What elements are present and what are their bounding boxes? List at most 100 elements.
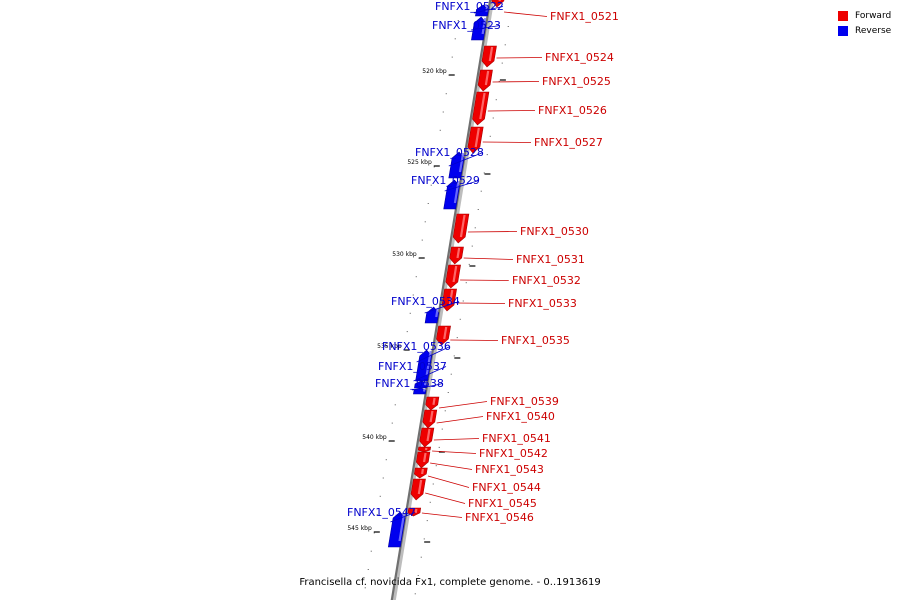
map-caption: Francisella cf. novicida Fx1, complete g…: [0, 577, 900, 588]
gene-FNFX1_0524[interactable]: [482, 46, 497, 67]
gene-label-FNFX1_0524[interactable]: FNFX1_0524: [545, 51, 614, 64]
leader-FNFX1_0543: [430, 463, 472, 470]
minor-tick-left: [425, 221, 426, 222]
leader-FNFX1_0545: [425, 493, 465, 504]
gene-label-FNFX1_0533[interactable]: FNFX1_0533: [508, 297, 577, 310]
minor-tick-right: [475, 227, 476, 228]
minor-tick-left: [428, 203, 429, 204]
leader-FNFX1_0535: [450, 340, 498, 341]
gene-label-FNFX1_0539[interactable]: FNFX1_0539: [490, 395, 559, 408]
minor-tick-right: [457, 337, 458, 338]
gene-label-FNFX1_0521[interactable]: FNFX1_0521: [550, 10, 619, 23]
gene-label-FNFX1_0526[interactable]: FNFX1_0526: [538, 104, 607, 117]
gene-label-FNFX1_0547[interactable]: FNFX1_0547: [347, 506, 416, 519]
gene-arrow-FNFX1_0532[interactable]: [446, 265, 461, 288]
legend: Forward Reverse: [838, 8, 891, 38]
minor-tick-left: [422, 240, 423, 241]
gene-label-FNFX1_0536[interactable]: FNFX1_0536: [382, 340, 451, 353]
minor-tick-right: [448, 392, 449, 393]
gene-FNFX1_0539[interactable]: [426, 397, 439, 410]
gene-FNFX1_0541[interactable]: [420, 428, 434, 447]
gene-arrow-FNFX1_0540[interactable]: [423, 410, 437, 428]
gene-FNFX1_0545[interactable]: [411, 479, 426, 500]
gene-arrow-FNFX1_0545[interactable]: [411, 479, 426, 500]
gene-FNFX1_0544[interactable]: [414, 468, 427, 478]
minor-tick-left: [371, 551, 372, 552]
leader-FNFX1_0533: [456, 303, 505, 304]
gene-arrow-FNFX1_0525[interactable]: [478, 70, 492, 91]
gene-FNFX1_0543[interactable]: [416, 452, 430, 468]
minor-tick-right: [484, 172, 485, 173]
minor-tick-left: [407, 331, 408, 332]
gene-highlight-FNFX1_0539: [433, 398, 434, 405]
minor-tick-right: [427, 520, 428, 521]
minor-tick-right: [418, 575, 419, 576]
leader-FNFX1_0526: [488, 111, 535, 112]
minor-tick-left: [380, 496, 381, 497]
gene-label-FNFX1_0546[interactable]: FNFX1_0546: [465, 511, 534, 524]
minor-tick-right: [442, 429, 443, 430]
gene-label-FNFX1_0538[interactable]: FNFX1_0538: [375, 377, 444, 390]
minor-tick-right: [493, 118, 494, 119]
minor-tick-right: [421, 557, 422, 558]
leader-FNFX1_0521: [504, 12, 547, 17]
gene-label-FNFX1_0530[interactable]: FNFX1_0530: [520, 225, 589, 238]
minor-tick-left: [410, 313, 411, 314]
minor-tick-right: [502, 63, 503, 64]
gene-arrow-FNFX1_0543[interactable]: [416, 452, 430, 468]
gene-label-FNFX1_0541[interactable]: FNFX1_0541: [482, 432, 551, 445]
minor-tick-left: [374, 532, 375, 533]
gene-arrow-FNFX1_0539[interactable]: [426, 397, 439, 410]
leader-FNFX1_0540: [437, 417, 483, 424]
gene-arrow-FNFX1_0531[interactable]: [450, 247, 464, 264]
gene-label-FNFX1_0523[interactable]: FNFX1_0523: [432, 19, 501, 32]
gene-FNFX1_0532[interactable]: [446, 265, 461, 288]
minor-tick-left: [446, 93, 447, 94]
minor-tick-right: [508, 26, 509, 27]
minor-tick-right: [490, 136, 491, 137]
scale-tick-label: 520 kbp: [422, 68, 447, 75]
minor-tick-left: [368, 569, 369, 570]
legend-forward: Forward: [838, 8, 891, 23]
minor-tick-left: [386, 459, 387, 460]
gene-highlight-FNFX1_0544: [422, 469, 423, 474]
gene-label-FNFX1_0527[interactable]: FNFX1_0527: [534, 136, 603, 149]
gene-label-FNFX1_0531[interactable]: FNFX1_0531: [516, 253, 585, 266]
gene-label-FNFX1_0544[interactable]: FNFX1_0544: [472, 481, 541, 494]
minor-tick-right: [415, 593, 416, 594]
gene-arrow-FNFX1_0544[interactable]: [414, 468, 427, 478]
minor-tick-left: [383, 478, 384, 479]
gene-label-FNFX1_0537[interactable]: FNFX1_0537: [378, 360, 447, 373]
gene-FNFX1_0531[interactable]: [450, 247, 464, 264]
scale-tick-label: 540 kbp: [362, 434, 387, 441]
minor-tick-right: [454, 355, 455, 356]
legend-forward-label: Forward: [855, 11, 891, 21]
minor-tick-left: [416, 276, 417, 277]
gene-label-FNFX1_0540[interactable]: FNFX1_0540: [486, 410, 555, 423]
gene-arrow-FNFX1_0541[interactable]: [420, 428, 434, 447]
gene-arrow-FNFX1_0524[interactable]: [482, 46, 497, 67]
gene-label-FNFX1_0545[interactable]: FNFX1_0545: [468, 497, 537, 510]
minor-tick-left: [395, 404, 396, 405]
minor-tick-right: [466, 282, 467, 283]
leader-FNFX1_0525: [493, 82, 539, 83]
gene-label-FNFX1_0525[interactable]: FNFX1_0525: [542, 75, 611, 88]
gene-FNFX1_0525[interactable]: [478, 70, 492, 91]
leader-FNFX1_0531: [464, 258, 513, 260]
gene-FNFX1_0540[interactable]: [423, 410, 437, 428]
leader-FNFX1_0544: [428, 476, 469, 488]
gene-label-FNFX1_0534[interactable]: FNFX1_0534: [391, 295, 460, 308]
leader-FNFX1_0542: [432, 451, 476, 454]
leader-FNFX1_0541: [434, 439, 479, 441]
minor-tick-right: [496, 99, 497, 100]
gene-label-FNFX1_0529[interactable]: FNFX1_0529: [411, 174, 480, 187]
gene-label-FNFX1_0532[interactable]: FNFX1_0532: [512, 274, 581, 287]
minor-tick-right: [433, 484, 434, 485]
gene-label-FNFX1_0543[interactable]: FNFX1_0543: [475, 463, 544, 476]
gene-label-FNFX1_0535[interactable]: FNFX1_0535: [501, 334, 570, 347]
gene-label-FNFX1_0528[interactable]: FNFX1_0528: [415, 146, 484, 159]
gene-label-FNFX1_0542[interactable]: FNFX1_0542: [479, 447, 548, 460]
gene-label-FNFX1_0522[interactable]: FNFX1_0522: [435, 0, 504, 13]
